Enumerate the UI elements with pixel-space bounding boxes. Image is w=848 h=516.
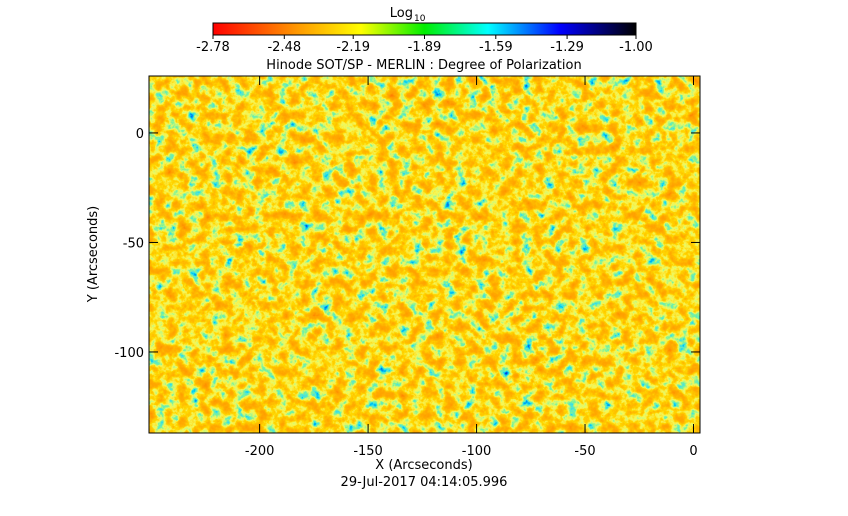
y-tick-label: 0 (136, 127, 144, 142)
timestamp: 29-Jul-2017 04:14:05.996 (341, 475, 508, 490)
x-tick-label: -100 (462, 444, 492, 459)
x-tick-label: -200 (245, 444, 275, 459)
colorbar-tick-label: -1.89 (408, 40, 442, 55)
colorbar-title: Log (390, 6, 413, 21)
y-tick-label: -50 (123, 236, 144, 251)
colorbar-tick-label: -1.59 (479, 40, 513, 55)
colorbar (212, 22, 637, 36)
colorbar-tick-label: -1.29 (550, 40, 584, 55)
colorbar-tick-label: -2.78 (196, 40, 230, 55)
y-tick-label: -100 (114, 346, 144, 361)
x-tick-label: 0 (689, 444, 697, 459)
y-axis-label: Y (Arcseconds) (86, 206, 101, 303)
colorbar-tick-label: -1.00 (619, 40, 653, 55)
colorbar-tick-label: -2.19 (336, 40, 370, 55)
polarization-map (149, 76, 700, 433)
colorbar-title-subscript: 10 (414, 14, 426, 24)
plot-frame (148, 75, 701, 434)
x-axis-label: X (Arcseconds) (375, 458, 472, 473)
chart-title: Hinode SOT/SP - MERLIN : Degree of Polar… (266, 58, 581, 73)
x-tick-label: -150 (353, 444, 383, 459)
x-tick-label: -50 (574, 444, 595, 459)
colorbar-tick-label: -2.48 (267, 40, 301, 55)
